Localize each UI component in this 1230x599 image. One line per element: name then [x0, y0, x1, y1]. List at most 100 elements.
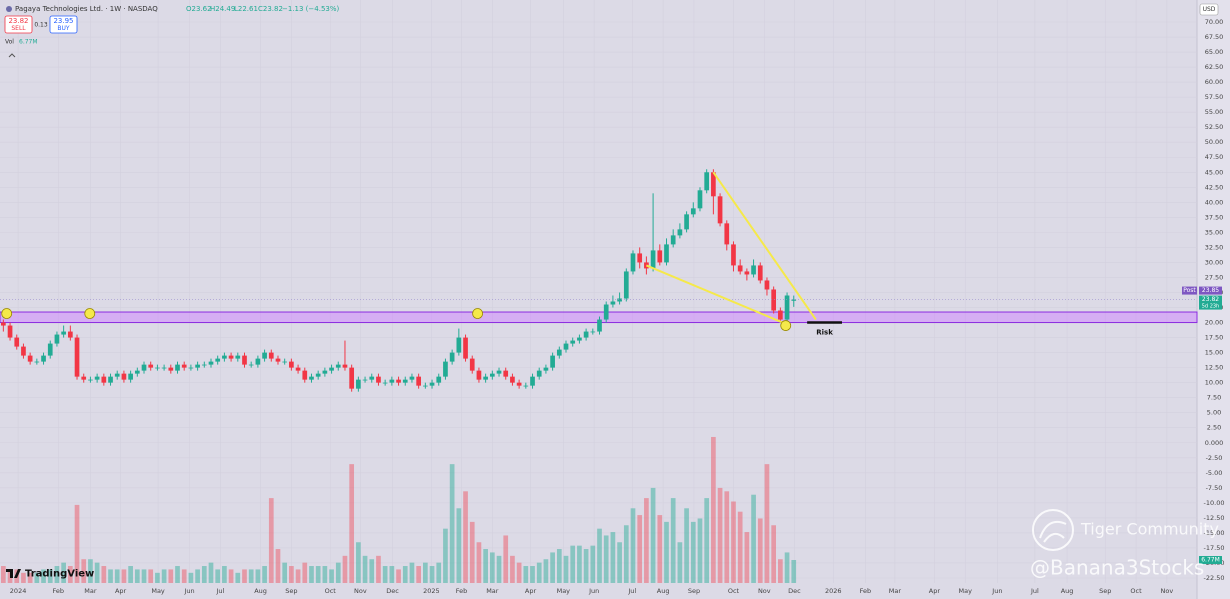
candle-body	[603, 304, 609, 320]
candle-body	[791, 299, 797, 301]
volume-bar	[295, 569, 301, 583]
candle-body	[74, 337, 80, 377]
volume-bar	[282, 562, 288, 583]
volume-bar	[577, 545, 582, 583]
volume-bar	[704, 498, 710, 583]
volume-bar	[489, 552, 495, 583]
volume-tag	[1199, 556, 1222, 565]
x-tick-label: Jul	[215, 587, 224, 595]
y-tick-label: -15.00	[1204, 529, 1225, 537]
volume-bar	[148, 569, 154, 583]
volume-bar	[329, 569, 334, 583]
y-tick-label: -7.50	[1206, 484, 1223, 492]
candle-body	[302, 370, 308, 380]
volume-bar	[41, 569, 46, 583]
volume-bar	[556, 549, 562, 583]
candle-body	[744, 271, 750, 275]
candle-body	[114, 373, 120, 377]
volume-bar	[222, 566, 227, 583]
candle-body	[382, 382, 388, 384]
candle-body	[764, 280, 770, 290]
volume-bar	[181, 569, 187, 583]
community-name: Tiger Community	[1080, 520, 1219, 539]
volume-bar	[322, 566, 328, 583]
x-tick-label: Sep	[1099, 587, 1111, 595]
volume-bar	[523, 566, 529, 583]
volume-bar	[268, 498, 274, 583]
candle-body	[248, 364, 254, 366]
volume-bar	[443, 528, 448, 583]
candle-body	[570, 340, 576, 344]
volume-bar	[389, 566, 395, 583]
post-price: 23.85	[1202, 287, 1219, 294]
y-tick-label: 32.50	[1205, 243, 1224, 251]
x-tick-label: Jul	[1030, 587, 1039, 595]
candle-body	[61, 331, 66, 335]
volume-bar	[289, 566, 294, 583]
volume-bar	[603, 535, 609, 583]
volume-bar	[429, 566, 435, 583]
candle-body	[7, 325, 13, 338]
candle-body	[181, 364, 187, 368]
tradingview-logo: TradingView	[6, 569, 94, 580]
volume-bar	[530, 566, 535, 583]
marker	[780, 320, 792, 331]
candle-body	[483, 376, 488, 380]
candle-body	[550, 355, 555, 368]
sell-label: SELL	[11, 25, 26, 32]
x-tick-label: Nov	[354, 587, 367, 595]
volume-bar	[711, 436, 716, 583]
volume-bar	[463, 491, 468, 583]
sell-price: 23.82	[8, 17, 28, 25]
collapse-icon[interactable]	[8, 53, 16, 58]
x-tick-label: Aug	[254, 587, 267, 595]
volume-bar	[349, 464, 355, 583]
candle-body	[54, 334, 60, 344]
candle-body	[590, 331, 596, 333]
volume-bar	[416, 566, 421, 583]
y-tick-label: 2.50	[1207, 424, 1221, 432]
volume-bar	[570, 545, 576, 583]
y-tick-label: 52.50	[1205, 123, 1224, 131]
volume-bar	[1, 566, 6, 583]
candle-body	[650, 250, 656, 269]
x-tick-label: Apr	[929, 587, 941, 595]
candle-body	[449, 352, 455, 362]
volume-bar	[697, 518, 703, 583]
y-tick-label: -22.50	[1204, 574, 1225, 582]
candle-body	[556, 349, 562, 356]
volume-value: 6.77M	[19, 39, 38, 46]
x-tick-label: Jun	[991, 587, 1002, 595]
volume-bar	[74, 504, 80, 583]
candle-body	[349, 367, 355, 389]
x-tick-label: Jun	[588, 587, 599, 595]
volume-bar	[583, 549, 589, 583]
sell-button[interactable]	[4, 15, 33, 34]
volume-bar	[469, 521, 475, 583]
candle-body	[503, 370, 509, 377]
volume-bar	[724, 491, 730, 583]
volume-bar	[255, 569, 261, 583]
x-tick-label: Aug	[1061, 587, 1074, 595]
axes: 70.00 67.50 65.00 62.50 60.00 57.50 55.00 52.50…	[10, 18, 1225, 595]
currency-button[interactable]	[1199, 3, 1219, 16]
x-tick-label: 2025	[423, 587, 440, 595]
candle-body	[469, 358, 475, 371]
volume-bar	[590, 545, 596, 583]
candle-body	[731, 244, 736, 266]
volume-bar	[128, 566, 133, 583]
volume-bar	[657, 515, 663, 583]
candle-body	[724, 223, 730, 245]
candle-body	[630, 253, 636, 272]
candle-body	[155, 367, 160, 369]
volume-bar	[47, 569, 53, 583]
volume-bar	[550, 552, 555, 583]
candle-body	[664, 244, 669, 263]
trendline	[712, 171, 817, 321]
x-tick-label: Feb	[860, 587, 872, 595]
buy-button[interactable]	[49, 15, 78, 34]
volume-bar	[228, 569, 234, 583]
x-tick-label: Oct	[325, 587, 337, 595]
grid	[0, 0, 1197, 583]
